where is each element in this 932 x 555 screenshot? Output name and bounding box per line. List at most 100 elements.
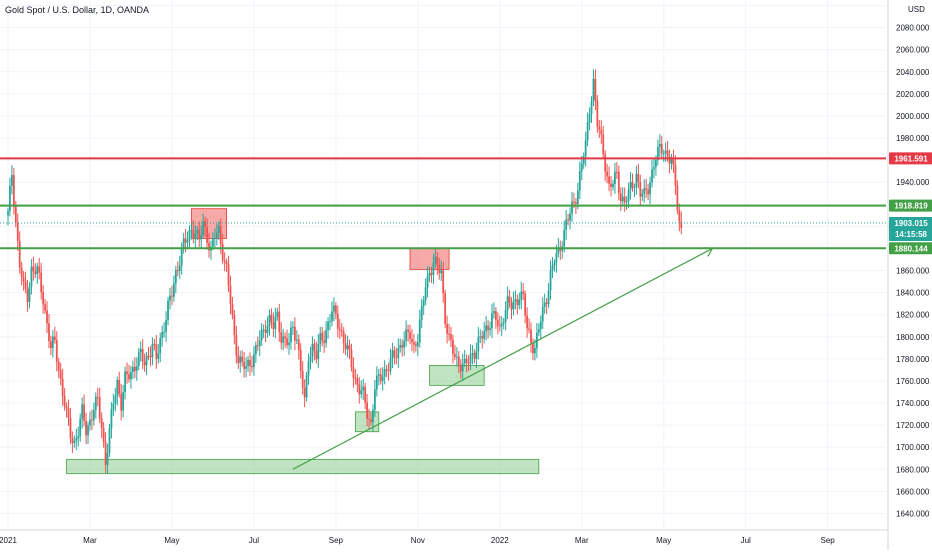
candle-body [69,417,72,438]
candle-body [81,404,84,419]
candle-body [416,342,419,347]
candle-body [500,323,503,327]
candle-body [549,270,552,291]
candle-body [331,311,333,322]
candle-body [621,196,624,202]
candle-body [100,418,103,428]
candle-body [12,175,15,206]
candle-body [104,441,107,465]
candle-body [114,396,117,404]
candle-body [188,230,191,241]
time-axis: 2021 Mar May Jul Sep Nov 2022 Mar May Jul Sep [0,529,888,545]
candle-body [163,331,166,333]
candle-body [192,230,195,240]
candle-body [79,418,82,436]
candle-body [55,339,58,362]
candle-body [213,237,216,239]
candle-body [167,300,169,320]
candle-body [258,340,261,346]
candle-body [108,428,111,453]
candle-body [457,356,460,366]
candle-body [245,366,247,369]
candle-body [212,238,214,247]
y-tick-label: 1760.000 [896,377,930,386]
candle-body [44,304,46,311]
candle-body [124,371,126,393]
candle-body [569,213,571,221]
candle-body [604,154,607,172]
x-tick-label: Mar [575,536,589,545]
candle-body [293,326,296,341]
candle-body [83,404,86,422]
candle-body [422,300,425,307]
candle-body [278,311,281,333]
candle-body [491,313,493,329]
candle-body [368,418,370,420]
price-tag-green-text: 1918.819 [894,202,928,211]
candle-body [286,338,288,346]
candle-body [463,358,466,364]
candle-body [489,328,491,330]
candle-body [477,336,480,352]
candle-body [65,406,68,409]
candle-body [514,299,517,302]
candle-body [159,338,162,354]
candle-body [543,302,546,307]
candle-body [77,435,80,439]
candle-body [370,419,372,422]
candle-body [157,353,160,359]
candle-body [319,332,322,344]
candle-body [424,287,427,301]
price-tag-red-bg [889,152,932,165]
candle-body [118,379,121,394]
candle-body [321,332,324,341]
candle-body [200,235,203,240]
candle-body [448,333,450,335]
candle-body [508,296,511,303]
y-tick-label: 1940.000 [896,178,930,187]
candle-body [547,290,550,305]
candle-body [229,285,232,305]
candle-body [479,336,482,338]
candle-body [518,299,521,306]
candle-body [573,201,575,203]
candle-body [553,262,556,266]
candle-body [643,188,646,194]
trendline [292,248,713,470]
candle-body [637,173,640,183]
candle-body [397,348,400,358]
candle-body [153,344,156,346]
candle-body [48,323,50,342]
candle-body [420,306,423,320]
candle-body [196,229,199,234]
candle-body [641,193,644,197]
candle-body [147,355,150,357]
candle-body [496,320,499,326]
candle-body [358,384,361,395]
candle-body [438,265,441,274]
candle-body [174,270,177,284]
candle-body [198,229,201,240]
price-tag-last-text: 1903.015 [894,219,928,228]
candle-body [615,171,618,173]
chart-title: Gold Spot / U.S. Dollar, 1D, OANDA [5,5,150,15]
candle-body [295,339,298,341]
candle-body [190,230,193,232]
candle-body [50,341,52,348]
candle-body [243,361,246,369]
candle-body [475,351,478,359]
candle-body [290,327,292,343]
y-tick-label: 2080.000 [896,24,930,33]
candle-body [38,266,41,273]
candle-body [92,409,95,421]
candle-body [94,396,97,410]
candle-body [323,340,326,343]
candle-body [63,395,66,407]
candle-body [110,409,113,429]
price-tag-green: 1880.144 [889,242,932,255]
candle-body [16,222,19,241]
candle-body [565,219,568,230]
candle-body [239,356,242,363]
